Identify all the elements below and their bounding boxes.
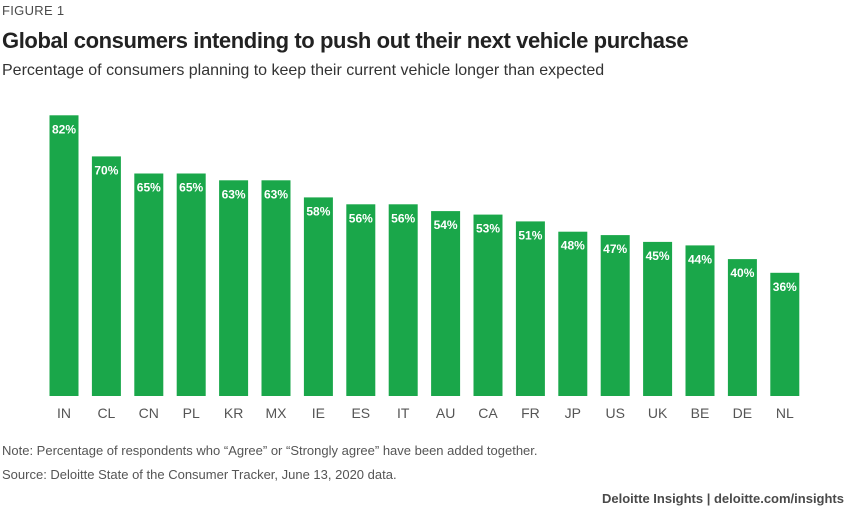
bar-cn [134, 173, 164, 396]
value-label-us: 47% [603, 242, 627, 256]
value-label-es: 56% [349, 211, 373, 225]
bar-ca [473, 214, 503, 396]
bar-us [600, 235, 630, 396]
publisher-credit[interactable]: Deloitte Insights | deloitte.com/insight… [602, 491, 844, 506]
bar-pl [176, 173, 206, 396]
bar-mx [261, 180, 291, 396]
x-tick-label-mx: MX [266, 405, 288, 421]
value-label-it: 56% [391, 211, 415, 225]
x-tick-label-cn: CN [139, 405, 159, 421]
x-tick-label-de: DE [733, 405, 752, 421]
bar-be [685, 245, 715, 396]
bar-de [727, 259, 757, 396]
bar-in [49, 115, 79, 397]
bar-jp [558, 231, 588, 396]
x-tick-label-be: BE [691, 405, 710, 421]
value-label-nl: 36% [773, 280, 797, 294]
value-label-be: 44% [688, 252, 712, 266]
value-label-cn: 65% [137, 181, 161, 195]
value-label-au: 54% [434, 218, 458, 232]
x-tick-label-it: IT [397, 405, 410, 421]
bar-it [388, 204, 418, 396]
bar-kr [219, 180, 249, 396]
value-label-mx: 63% [264, 187, 288, 201]
x-tick-label-nl: NL [776, 405, 794, 421]
bar-au [431, 211, 461, 396]
chart-title: Global consumers intending to push out t… [2, 28, 689, 53]
value-label-ca: 53% [476, 222, 500, 236]
x-tick-label-uk: UK [648, 405, 668, 421]
x-tick-label-fr: FR [521, 405, 540, 421]
x-tick-label-jp: JP [565, 405, 581, 421]
value-label-cl: 70% [94, 163, 118, 177]
chart-subtitle: Percentage of consumers planning to keep… [2, 62, 605, 79]
x-tick-label-cl: CL [97, 405, 115, 421]
value-label-in: 82% [52, 122, 76, 136]
value-label-uk: 45% [646, 249, 670, 263]
bar-fr [515, 221, 545, 396]
bar-cl [91, 156, 121, 396]
value-label-fr: 51% [518, 228, 542, 242]
bar-es [346, 204, 376, 396]
value-label-kr: 63% [222, 187, 246, 201]
chart-source: Source: Deloitte State of the Consumer T… [2, 467, 397, 482]
bar-ie [303, 197, 333, 396]
x-tick-label-in: IN [57, 405, 71, 421]
x-tick-label-pl: PL [183, 405, 200, 421]
bar-uk [643, 241, 673, 396]
value-label-de: 40% [730, 266, 754, 280]
bar-nl [770, 272, 800, 396]
x-tick-label-kr: KR [224, 405, 243, 421]
bar-chart: 82% IN 70% CL 65% CN 65% PL 63% KR 63% MX 58% IE 56% ES… [49, 115, 800, 421]
x-tick-label-ie: IE [312, 405, 325, 421]
x-tick-label-au: AU [436, 405, 455, 421]
x-tick-label-es: ES [351, 405, 370, 421]
x-tick-label-us: US [605, 405, 624, 421]
figure-label: FIGURE 1 [2, 3, 65, 18]
x-tick-label-ca: CA [478, 405, 498, 421]
chart-note: Note: Percentage of respondents who “Agr… [2, 443, 538, 458]
value-label-ie: 58% [306, 204, 330, 218]
value-label-jp: 48% [561, 239, 585, 253]
value-label-pl: 65% [179, 181, 203, 195]
